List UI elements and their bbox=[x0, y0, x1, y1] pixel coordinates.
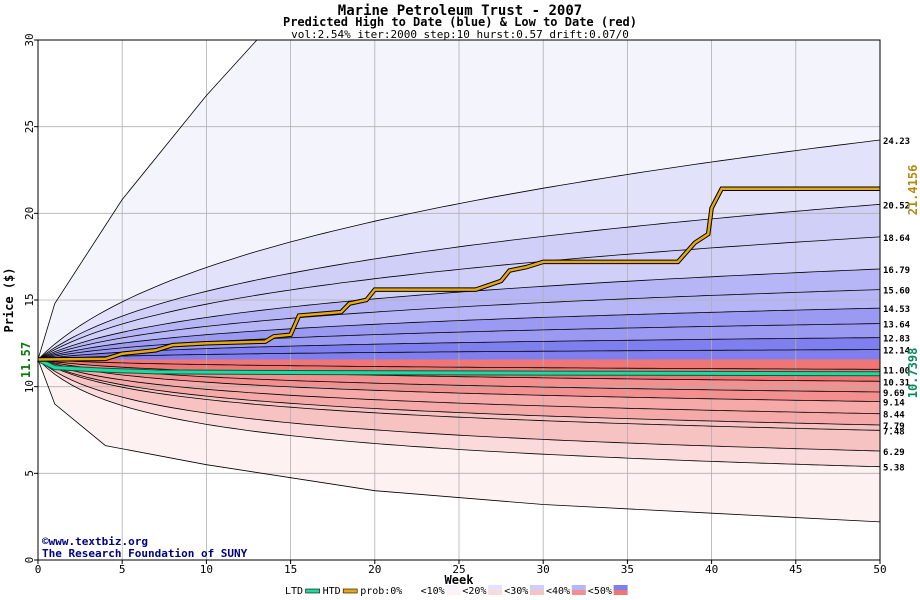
ltd-line bbox=[37, 358, 881, 376]
chart-title: Marine Petroleum Trust - 2007 bbox=[337, 3, 583, 19]
quantile-label-5: 14.53 bbox=[883, 305, 910, 315]
envelope-lower-line bbox=[38, 359, 880, 523]
legend-swatch-up-5 bbox=[530, 585, 544, 590]
quantile-label-11: 9.69 bbox=[883, 389, 905, 399]
y-tick-label-30: 30 bbox=[23, 33, 36, 46]
y-axis-label: Price ($) bbox=[2, 267, 16, 332]
legend-swatch-up-3 bbox=[446, 585, 461, 590]
legend-swatch-up-7 bbox=[613, 585, 628, 590]
legend-swatch-down-7 bbox=[613, 590, 628, 595]
quantile-line-12 bbox=[38, 359, 880, 402]
quantile-label-3: 16.79 bbox=[883, 266, 910, 276]
x-tick-label-25: 25 bbox=[452, 563, 465, 576]
quantile-line-16 bbox=[38, 359, 880, 452]
x-axis-label: Week bbox=[445, 573, 475, 587]
quantile-label-4: 15.60 bbox=[883, 287, 910, 297]
y-tick-label-20: 20 bbox=[23, 207, 36, 220]
legend-line-1 bbox=[342, 588, 358, 594]
legend: LTD HTD prob:0% <10% <20% <30% <40% <50% bbox=[285, 585, 628, 597]
quantile-label-10: 10.31 bbox=[883, 378, 910, 388]
lower-band-3 bbox=[38, 359, 880, 451]
quantile-line-1 bbox=[38, 203, 880, 360]
legend-swatch-down-3 bbox=[446, 590, 461, 595]
y-tick-label-0: 0 bbox=[23, 557, 36, 564]
quantile-label-7: 12.83 bbox=[883, 335, 910, 345]
lower-band-5 bbox=[38, 359, 880, 522]
quantile-label-0: 24.23 bbox=[883, 137, 910, 147]
htd-line bbox=[37, 187, 880, 361]
copyright-text: ©www.textbiz.org bbox=[42, 535, 148, 548]
y-tick-label-10: 10 bbox=[23, 380, 36, 393]
legend-line-0 bbox=[305, 588, 320, 594]
right-value-labels: 24.23 20.52 18.64 16.79 15.60 14.53 13.64 12.83… bbox=[883, 137, 911, 474]
quantile-label-12: 9.14 bbox=[883, 399, 905, 409]
x-tick-label-10: 10 bbox=[200, 563, 213, 576]
quantile-label-8: 12.14 bbox=[883, 347, 911, 357]
quantile-label-1: 20.52 bbox=[883, 201, 910, 211]
y-tick-label-25: 25 bbox=[23, 120, 36, 133]
quantile-line-11 bbox=[38, 359, 880, 393]
legend-swatch-up-6 bbox=[571, 585, 586, 590]
quantile-line-5 bbox=[38, 307, 880, 360]
quantile-lines bbox=[38, 40, 880, 523]
quantile-label-2: 18.64 bbox=[883, 234, 911, 244]
x-tick-label-35: 35 bbox=[621, 563, 634, 576]
quantile-line-14 bbox=[38, 359, 880, 426]
x-tick-label-0: 0 bbox=[35, 563, 42, 576]
quantile-line-15 bbox=[38, 359, 880, 431]
quantile-label-16: 6.29 bbox=[883, 448, 905, 458]
legend-label-5: <30% bbox=[504, 586, 528, 597]
quantile-line-17 bbox=[38, 359, 880, 468]
organization-text: The Research Foundation of SUNY bbox=[42, 547, 248, 560]
start-price-label: 11.57 bbox=[19, 342, 33, 378]
y-tick-label-5: 5 bbox=[23, 470, 36, 477]
legend-label-6: <40% bbox=[546, 586, 570, 597]
legend-label-7: <50% bbox=[588, 586, 612, 597]
quantile-label-17: 5.38 bbox=[883, 464, 905, 474]
series-lines bbox=[36, 186, 881, 377]
legend-swatch-down-4 bbox=[488, 590, 503, 595]
quantile-line-2 bbox=[38, 236, 880, 360]
legend-swatch-up-4 bbox=[488, 585, 503, 590]
quantile-label-9: 11.00 bbox=[883, 366, 910, 376]
quantile-line-8 bbox=[38, 349, 880, 360]
quantile-label-13: 8.44 bbox=[883, 411, 905, 421]
legend-label-0: LTD bbox=[285, 586, 303, 597]
legend-swatch-down-2 bbox=[404, 590, 419, 595]
quantile-line-4 bbox=[38, 289, 880, 360]
quantile-line-3 bbox=[38, 268, 880, 360]
legend-swatch-down-6 bbox=[571, 590, 586, 595]
y-tick-label-15: 15 bbox=[23, 293, 36, 306]
x-tick-label-15: 15 bbox=[284, 563, 297, 576]
htd-final-value-label: 21.4156 bbox=[906, 165, 920, 216]
legend-label-4: <20% bbox=[462, 586, 486, 597]
legend-label-3: <10% bbox=[421, 586, 445, 597]
legend-swatch-up-2 bbox=[404, 585, 419, 590]
quantile-line-7 bbox=[38, 337, 880, 360]
ltd-final-value-label: 10.7398 bbox=[906, 348, 920, 399]
quantile-line-13 bbox=[38, 359, 880, 415]
lower-band-2 bbox=[38, 359, 880, 425]
x-tick-label-20: 20 bbox=[368, 563, 381, 576]
quantile-line-9 bbox=[38, 359, 880, 370]
x-tick-label-40: 40 bbox=[705, 563, 718, 576]
legend-label-2: prob:0% bbox=[360, 586, 402, 597]
x-tick-label-5: 5 bbox=[119, 563, 126, 576]
legend-swatch-down-5 bbox=[530, 590, 544, 595]
envelope-upper-line bbox=[38, 40, 258, 360]
chart-subtitle: Predicted High to Date (blue) & Low to D… bbox=[282, 15, 637, 29]
quantile-label-14: 7.79 bbox=[883, 422, 905, 432]
axis-ticks: 0 5 10 15 20 25 30 35 40 45 50 0 5 10 15 20 25 30 bbox=[23, 33, 887, 576]
upper-band-1 bbox=[38, 140, 880, 360]
x-tick-label-30: 30 bbox=[537, 563, 550, 576]
simulation-parameters: vol:2.54% iter:2000 step:10 hurst:0.57 d… bbox=[291, 28, 629, 41]
x-tick-label-50: 50 bbox=[873, 563, 886, 576]
quantile-label-6: 13.64 bbox=[883, 321, 911, 331]
quantile-line-0 bbox=[38, 139, 880, 360]
quantile-label-15: 7.48 bbox=[883, 427, 905, 437]
legend-label-1: HTD bbox=[323, 586, 341, 597]
x-tick-label-45: 45 bbox=[789, 563, 802, 576]
